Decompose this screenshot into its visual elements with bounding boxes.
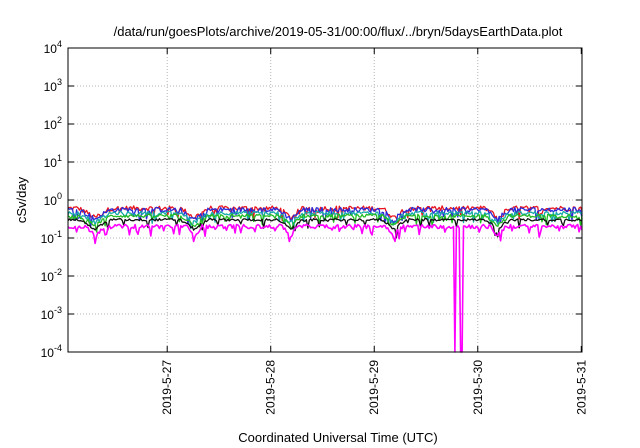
y-axis-label: cSv/day — [14, 176, 29, 223]
chart-title: /data/run/goesPlots/archive/2019-05-31/0… — [114, 24, 563, 39]
chart-title-text: /data/run/goesPlots/archive/2019-05-31/0… — [114, 24, 563, 39]
plot-frame — [67, 47, 583, 353]
x-tick-label: 2019-5-28 — [264, 360, 278, 415]
x-tick-label: 2019-5-31 — [574, 360, 588, 415]
y-tick-label: 10-3 — [41, 305, 62, 322]
grid — [68, 48, 582, 352]
y-tick-label: 103 — [44, 77, 62, 94]
x-axis: 2019-5-27 2019-5-28 2019-5-29 2019-5-30 2019… — [160, 48, 588, 415]
series-line-6 — [67, 223, 583, 353]
x-tick-label: 2019-5-27 — [160, 360, 174, 415]
y-tick-label: 104 — [44, 39, 62, 56]
series-layer — [67, 205, 583, 353]
x-axis-label: Coordinated Universal Time (UTC) — [238, 430, 437, 445]
y-axis: 10-4 10-3 10-2 10-1 100 101 102 103 104 — [41, 39, 582, 360]
y-tick-label: 10-2 — [41, 267, 62, 284]
series-line-5 — [67, 217, 583, 239]
series-line-4 — [67, 213, 583, 233]
y-tick-label: 102 — [44, 115, 62, 132]
y-tick-label: 101 — [44, 153, 62, 170]
y-tick-label: 10-1 — [41, 229, 62, 246]
x-tick-label: 2019-5-29 — [367, 360, 381, 415]
series-line-3 — [67, 210, 583, 231]
x-tick-label: 2019-5-30 — [471, 360, 485, 415]
y-tick-label: 100 — [44, 191, 62, 208]
y-tick-label: 10-4 — [41, 343, 62, 360]
